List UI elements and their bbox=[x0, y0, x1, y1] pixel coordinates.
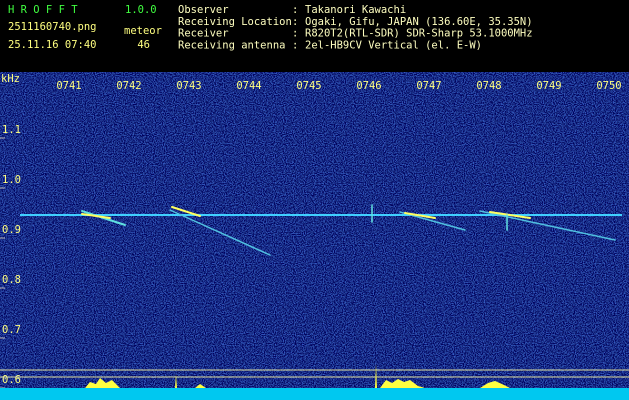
header-bg bbox=[0, 0, 629, 72]
time-label: 0741 bbox=[56, 80, 81, 92]
echo bbox=[171, 206, 201, 217]
time-label: 0744 bbox=[236, 80, 261, 92]
info-label: Observer bbox=[178, 4, 229, 16]
info-value: Ogaki, Gifu, JAPAN (136.60E, 35.35N) bbox=[305, 16, 533, 28]
time-label: 0750 bbox=[596, 80, 621, 92]
spectrogram-bg bbox=[0, 72, 629, 400]
time-label: 0747 bbox=[416, 80, 441, 92]
freq-label: 0.7 bbox=[2, 324, 21, 336]
time-label: 0749 bbox=[536, 80, 561, 92]
freq-label: 0.9 bbox=[2, 224, 21, 236]
level-peaks bbox=[85, 364, 510, 388]
unit-label: kHz bbox=[1, 73, 20, 85]
freq-label: 0.8 bbox=[2, 274, 21, 286]
echo bbox=[81, 213, 111, 219]
echo bbox=[404, 212, 436, 219]
info-label: Receiving antenna bbox=[178, 39, 285, 51]
freq-label: 0.6 bbox=[2, 374, 21, 386]
info-value: Takanori Kawachi bbox=[305, 4, 406, 16]
filename: 2511160740.png bbox=[8, 21, 97, 33]
axes: 0741 0742 0743 0744 0745 0746 0747 0748 0749 0750… bbox=[0, 80, 622, 389]
info-label: Receiver bbox=[178, 28, 229, 40]
time-label: 0746 bbox=[356, 80, 381, 92]
freq-label: 1.0 bbox=[2, 174, 21, 186]
time-label: 0743 bbox=[176, 80, 201, 92]
echo bbox=[169, 209, 271, 256]
info-separator: : bbox=[292, 28, 298, 40]
time-label: 0745 bbox=[296, 80, 321, 92]
freq-label: 1.1 bbox=[2, 124, 21, 136]
echo bbox=[479, 210, 616, 241]
info-separator: : bbox=[292, 16, 298, 28]
echo bbox=[489, 211, 531, 219]
time-label: 0748 bbox=[476, 80, 501, 92]
info-label: Receiving Location bbox=[178, 16, 292, 28]
level-bar bbox=[0, 388, 629, 400]
echo bbox=[399, 211, 466, 231]
meteor-echoes bbox=[81, 204, 616, 256]
info-value: R820T2(RTL-SDR) SDR-Sharp 53.1000MHz bbox=[305, 28, 533, 40]
version: 1.0.0 bbox=[125, 4, 157, 16]
info-value: 2el-HB9CV Vertical (el. E-W) bbox=[305, 39, 482, 51]
info-block: Observer: Takanori Kawachi Receiving Locat… bbox=[178, 4, 533, 51]
datetime: 25.11.16 07:40 bbox=[8, 39, 97, 51]
app-name: H R O F F T bbox=[8, 4, 78, 16]
info-separator: : bbox=[292, 39, 298, 51]
meteor-label: meteor bbox=[124, 25, 162, 37]
meteor-count: 46 bbox=[137, 39, 150, 51]
info-separator: : bbox=[292, 4, 298, 16]
time-label: 0742 bbox=[116, 80, 141, 92]
